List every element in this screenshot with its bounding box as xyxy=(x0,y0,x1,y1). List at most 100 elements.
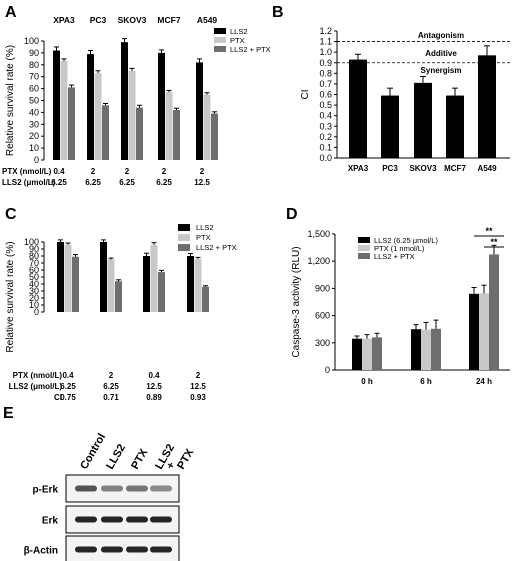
bar xyxy=(158,272,165,312)
bar xyxy=(446,95,464,158)
bar xyxy=(136,107,143,160)
legend-swatch xyxy=(358,237,370,243)
y-tick-label: 80 xyxy=(29,251,39,261)
group-label: PC3 xyxy=(90,15,107,25)
bar xyxy=(60,61,68,161)
legend-swatch xyxy=(214,46,226,52)
row-value: 2 xyxy=(109,371,114,380)
y-tick-label: 0.8 xyxy=(319,68,332,78)
bar xyxy=(372,337,382,370)
bar xyxy=(211,113,218,160)
blot-row-label: p-Erk xyxy=(32,485,58,496)
y-tick-label: 0.9 xyxy=(319,58,332,68)
panel-letter: E xyxy=(3,405,14,422)
region-annotation: Synergism xyxy=(421,66,462,75)
y-tick-label: 0 xyxy=(34,155,39,165)
y-tick-label: 90 xyxy=(29,244,39,254)
blot-band xyxy=(75,485,97,492)
y-tick-label: 300 xyxy=(315,338,330,348)
bar xyxy=(94,73,102,160)
bar xyxy=(187,256,194,312)
bar xyxy=(115,281,122,312)
bar xyxy=(194,258,202,312)
bar xyxy=(121,42,128,160)
region-annotation: Antagonism xyxy=(418,31,464,40)
blot-band xyxy=(75,516,97,523)
blot-band xyxy=(150,516,172,523)
row-value: 0.75 xyxy=(60,393,76,402)
y-tick-label: 20 xyxy=(29,131,39,141)
legend-label: LLS2 + PTX xyxy=(230,45,271,54)
row-value: 0.93 xyxy=(190,393,206,402)
legend-swatch xyxy=(178,234,190,241)
y-tick-label: 20 xyxy=(29,293,39,303)
x-tick-label: XPA3 xyxy=(348,164,369,173)
y-tick-label: 50 xyxy=(29,96,39,106)
legend-label: LLS2 (6.25 μmol/L) xyxy=(374,236,438,245)
y-tick-label: 0.0 xyxy=(319,153,332,163)
y-tick-label: 80 xyxy=(29,60,39,70)
bar xyxy=(72,256,79,312)
bar xyxy=(489,254,499,370)
y-tick-label: 0 xyxy=(325,365,330,375)
group-label: MCF7 xyxy=(157,15,180,25)
bar xyxy=(478,55,496,158)
blot-band xyxy=(101,485,123,492)
x-tick-label: PC3 xyxy=(382,164,398,173)
blot-band xyxy=(126,485,148,492)
y-tick-label: 0.5 xyxy=(319,100,332,110)
y-tick-label: 0.4 xyxy=(319,111,332,121)
row-value: 0.89 xyxy=(146,393,162,402)
y-tick-label: 600 xyxy=(315,311,330,321)
row-label: LLS2 (μmol/L) xyxy=(9,382,63,391)
y-tick-label: 1,500 xyxy=(307,229,330,239)
legend-swatch xyxy=(214,37,226,43)
row-value: 6.25 xyxy=(60,382,76,391)
panel-letter: C xyxy=(5,206,17,223)
y-tick-label: 1.2 xyxy=(319,26,332,36)
panel-letter: B xyxy=(272,4,284,21)
row-value: 0.4 xyxy=(53,167,65,176)
y-tick-label: 0 xyxy=(34,307,39,317)
row-label: CI xyxy=(54,393,62,402)
bar xyxy=(64,244,72,312)
y-axis-label: Relative survival rate (%) xyxy=(5,241,16,352)
bar xyxy=(102,105,109,160)
y-tick-label: 1.1 xyxy=(319,37,332,47)
legend-label: LLS2 xyxy=(196,223,214,232)
legend-label: PTX (1 nmol/L) xyxy=(374,244,425,253)
blot-band xyxy=(150,546,172,553)
panel-b: B 0.00.10.20.30.40.50.60.70.80.91.01.11.2… xyxy=(272,4,510,173)
y-tick-label: 0.6 xyxy=(319,90,332,100)
blot-row-label: Erk xyxy=(42,516,59,527)
region-annotation: Additive xyxy=(425,49,457,58)
legend-swatch xyxy=(178,244,190,251)
bar xyxy=(421,329,431,370)
bar xyxy=(431,328,441,370)
row-value: 2 xyxy=(200,167,205,176)
y-tick-label: 40 xyxy=(29,107,39,117)
row-value: 6.25 xyxy=(119,178,135,187)
bar xyxy=(87,54,94,161)
bar xyxy=(362,338,372,370)
y-tick-label: 0.3 xyxy=(319,121,332,131)
x-tick-label: MCF7 xyxy=(444,164,466,173)
bar xyxy=(203,94,211,160)
row-label: LLS2 (μmol/L) xyxy=(2,178,56,187)
row-value: 0.4 xyxy=(148,371,160,380)
bar xyxy=(100,242,107,312)
significance-mark: ** xyxy=(485,226,493,236)
row-value: 12.5 xyxy=(190,382,206,391)
bar xyxy=(165,92,173,160)
panel-letter: D xyxy=(286,206,298,223)
bar xyxy=(150,244,158,312)
group-label: SKOV3 xyxy=(118,15,147,25)
y-tick-label: 70 xyxy=(29,258,39,268)
y-tick-label: 1.0 xyxy=(319,47,332,57)
panel-d: D 0 300 600 900 1,200 1,500 Caspase-3 activity … xyxy=(286,206,510,386)
legend-label: PTX xyxy=(196,233,211,242)
bar xyxy=(68,87,75,160)
